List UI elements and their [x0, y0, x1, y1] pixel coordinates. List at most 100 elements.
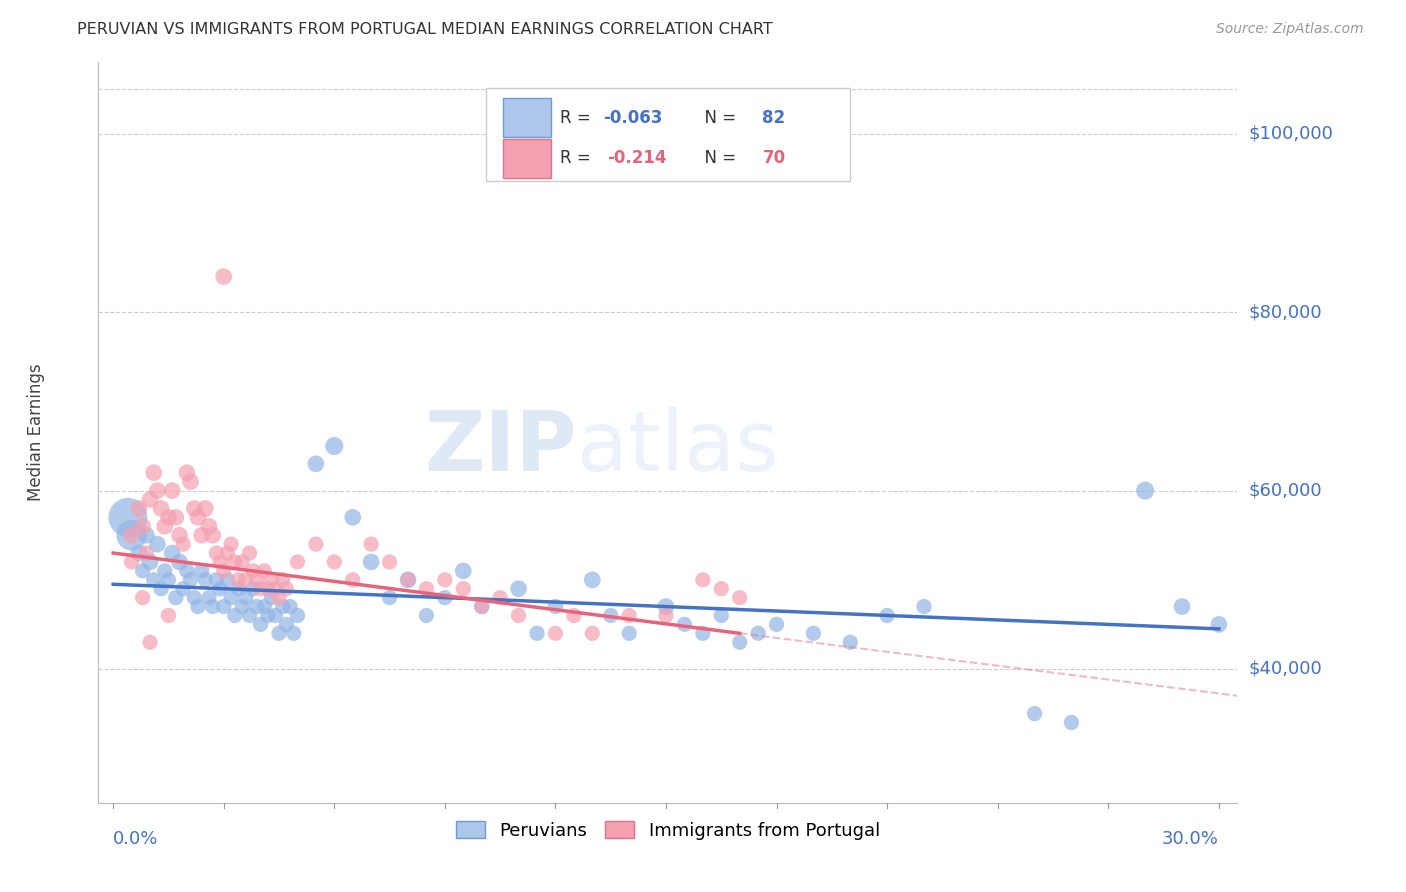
Point: [231, 555, 253, 569]
Point: [1024, 706, 1046, 721]
Point: [415, 582, 437, 596]
Point: [121, 555, 143, 569]
Point: [146, 537, 169, 551]
Point: [242, 582, 264, 596]
Point: [190, 564, 212, 578]
Point: [415, 608, 437, 623]
Point: [201, 599, 224, 614]
Point: [544, 599, 567, 614]
Point: [249, 582, 271, 596]
Point: [121, 528, 143, 542]
Point: [1133, 483, 1156, 498]
Point: [131, 564, 153, 578]
Text: $80,000: $80,000: [1249, 303, 1322, 321]
Point: [246, 573, 269, 587]
Point: [692, 573, 714, 587]
Point: [276, 582, 298, 596]
Point: [205, 573, 228, 587]
Point: [692, 626, 714, 640]
Point: [839, 635, 862, 649]
Point: [212, 564, 235, 578]
Point: [135, 528, 157, 542]
Point: [581, 626, 603, 640]
Point: [142, 573, 165, 587]
Point: [117, 510, 139, 524]
Text: N =: N =: [695, 150, 741, 168]
Point: [264, 608, 287, 623]
Point: [153, 564, 176, 578]
Point: [224, 608, 246, 623]
Text: $100,000: $100,000: [1249, 125, 1333, 143]
Point: [235, 591, 257, 605]
Point: [271, 599, 294, 614]
Point: [728, 635, 751, 649]
Point: [187, 510, 209, 524]
Text: $60,000: $60,000: [1249, 482, 1322, 500]
Point: [278, 599, 301, 614]
Point: [217, 546, 239, 560]
Point: [876, 608, 898, 623]
Point: [271, 573, 294, 587]
Point: [157, 573, 180, 587]
Point: [471, 599, 494, 614]
Point: [228, 573, 250, 587]
Point: [212, 269, 235, 284]
Text: $40,000: $40,000: [1249, 660, 1323, 678]
Point: [562, 608, 585, 623]
FancyBboxPatch shape: [503, 139, 551, 178]
Point: [219, 537, 242, 551]
Point: [342, 573, 364, 587]
Point: [180, 475, 202, 489]
Point: [673, 617, 696, 632]
Point: [238, 608, 260, 623]
Point: [242, 564, 264, 578]
Text: R =: R =: [560, 150, 600, 168]
FancyBboxPatch shape: [503, 98, 551, 136]
Point: [508, 608, 530, 623]
Point: [176, 466, 198, 480]
Point: [260, 591, 283, 605]
Point: [169, 555, 191, 569]
Text: -0.214: -0.214: [607, 150, 666, 168]
Point: [150, 582, 173, 596]
Point: [176, 564, 198, 578]
Point: [150, 501, 173, 516]
Point: [433, 573, 456, 587]
Point: [219, 591, 242, 605]
Point: [544, 626, 567, 640]
Point: [194, 573, 217, 587]
Point: [160, 546, 183, 560]
Text: Median Earnings: Median Earnings: [27, 364, 45, 501]
Point: [267, 626, 290, 640]
Legend: Peruvians, Immigrants from Portugal: Peruvians, Immigrants from Portugal: [449, 814, 887, 847]
Text: PERUVIAN VS IMMIGRANTS FROM PORTUGAL MEDIAN EARNINGS CORRELATION CHART: PERUVIAN VS IMMIGRANTS FROM PORTUGAL MED…: [77, 22, 773, 37]
Point: [249, 617, 271, 632]
Point: [710, 608, 733, 623]
Point: [209, 555, 232, 569]
Text: ZIP: ZIP: [425, 407, 576, 488]
Point: [253, 564, 276, 578]
Text: atlas: atlas: [576, 407, 779, 488]
Point: [235, 573, 257, 587]
Point: [128, 501, 150, 516]
Point: [205, 546, 228, 560]
Point: [581, 573, 603, 587]
Point: [655, 599, 678, 614]
Point: [212, 599, 235, 614]
Point: [135, 546, 157, 560]
Point: [655, 608, 678, 623]
Point: [747, 626, 769, 640]
Text: 30.0%: 30.0%: [1161, 830, 1219, 847]
Point: [471, 599, 494, 614]
Point: [238, 546, 260, 560]
Point: [157, 510, 180, 524]
Point: [183, 591, 205, 605]
Point: [209, 582, 232, 596]
Point: [287, 555, 309, 569]
Point: [305, 537, 328, 551]
Point: [217, 573, 239, 587]
Point: [257, 582, 280, 596]
Point: [169, 528, 191, 542]
Point: [599, 608, 621, 623]
Point: [710, 582, 733, 596]
